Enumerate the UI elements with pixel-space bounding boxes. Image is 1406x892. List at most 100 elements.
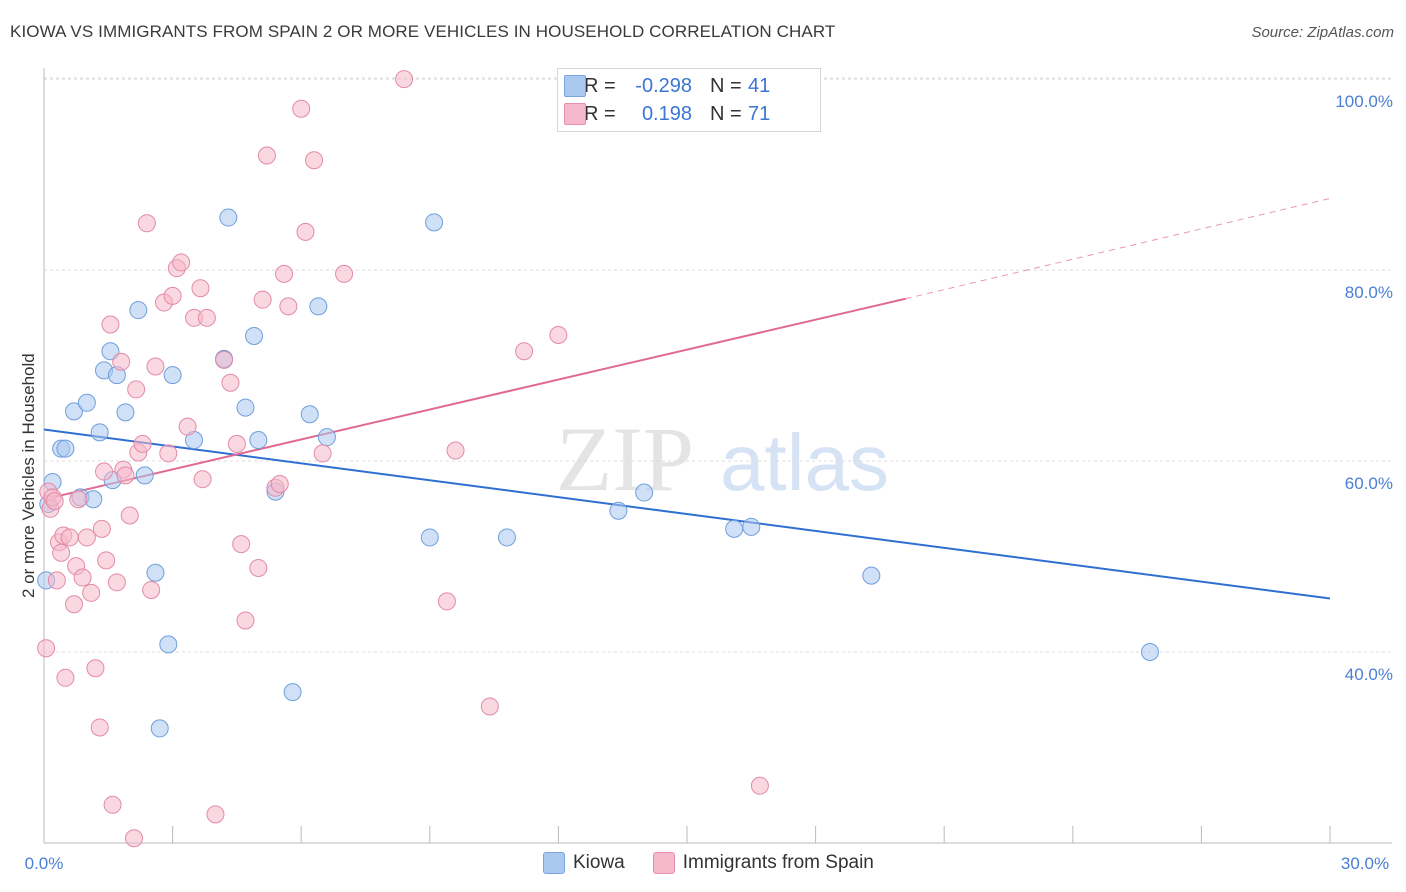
spain-point [232,535,251,554]
legend-n-value: 71 [748,102,771,125]
series-legend: Kiowa Immigrants from Spain [543,852,902,874]
kiowa-point [150,719,169,738]
spain-point [112,352,131,371]
spain-point [127,380,146,399]
legend-swatch-kiowa [543,852,565,874]
kiowa-point [84,490,103,509]
spain-point [193,470,212,489]
legend-label-spain: Immigrants from Spain [682,852,874,873]
legend-item-spain[interactable]: Immigrants from Spain [652,852,874,874]
kiowa-point [236,398,255,417]
kiowa-point [77,393,96,412]
kiowa-point [56,439,75,458]
spain-point [142,580,161,599]
legend-swatch-spain [652,852,675,874]
spain-point [305,151,324,170]
spain-point [146,357,165,376]
spain-point [227,434,246,453]
spain-point [236,611,255,630]
kiowa-point [420,528,439,547]
x-tick-label: 30.0% [1341,854,1389,873]
source-label: Source: ZipAtlas.com [1251,24,1394,41]
legend-r-value: -0.298 [635,74,692,97]
kiowa-point [163,366,182,385]
spain-point [172,253,191,272]
spain-point [313,444,332,463]
kiowa-point [283,683,302,702]
watermark-atlas: atlas [720,418,889,507]
spain-point [296,222,315,241]
spain-point [197,308,216,327]
watermark-zip: ZIP [556,408,694,510]
kiowa-point [300,405,319,424]
kiowa-trend-line [43,428,1331,600]
spain-point [95,462,114,481]
spain-point [90,718,109,737]
kiowa-point [742,517,761,536]
spain-point [515,342,534,361]
spain-point [65,595,84,614]
spain-point [275,264,294,283]
spain-point [163,286,182,305]
legend-r-label: R = [584,102,616,125]
spain-point [191,279,210,298]
chart-title: KIOWA VS IMMIGRANTS FROM SPAIN 2 OR MORE… [10,22,836,41]
kiowa-point [425,213,444,232]
kiowa-point [159,635,178,654]
kiowa-point [309,297,328,316]
spain-point [279,297,298,316]
spain-point [133,434,152,453]
kiowa-point [317,428,336,447]
spain-point [97,551,116,570]
spain-point [101,315,120,334]
spain-point [116,466,135,485]
y-tick-label: 80.0% [1345,283,1393,302]
spain-point [125,829,144,848]
spain-point [37,639,56,658]
spain-point [45,492,64,511]
spain-point [120,506,139,525]
y-tick-label: 60.0% [1345,474,1393,493]
spain-point [221,373,240,392]
stats-legend: R = -0.298 N = 41 R = 0.198 N = 71 [557,68,821,132]
legend-n-label: N = [710,74,742,97]
spain-point [103,795,122,814]
kiowa-point [219,208,238,227]
x-tick-label: 0.0% [25,854,64,873]
kiowa-point [862,566,881,585]
legend-n-label: N = [710,102,742,125]
spain-trend-line [52,297,906,499]
kiowa-point [90,423,109,442]
spain-point [137,214,156,233]
spain-point [292,99,311,118]
spain-point [750,776,769,795]
spain-point [253,290,272,309]
spain-point [437,592,456,611]
spain-trend-extension [905,197,1331,300]
legend-item-kiowa[interactable]: Kiowa [543,852,625,874]
legend-swatch-kiowa [564,75,586,97]
kiowa-point [635,483,654,502]
spain-point [215,350,234,369]
spain-point [73,568,92,587]
y-tick-label: 100.0% [1335,92,1393,111]
kiowa-point [146,563,165,582]
kiowa-point [245,326,264,345]
spain-point [206,805,225,824]
spain-point [446,441,465,460]
kiowa-point [249,431,268,450]
spain-point [52,543,71,562]
spain-point [47,571,66,590]
y-tick-label: 40.0% [1345,665,1393,684]
spain-point [82,583,101,602]
legend-r-label: R = [584,74,616,97]
spain-point [77,528,96,547]
spain-point [249,558,268,577]
kiowa-point [497,528,516,547]
spain-point [257,146,276,165]
legend-r-value: 0.198 [641,102,692,125]
spain-point [335,264,354,283]
legend-row-spain: R = 0.198 N = 71 [564,101,771,127]
kiowa-point [1140,643,1159,662]
